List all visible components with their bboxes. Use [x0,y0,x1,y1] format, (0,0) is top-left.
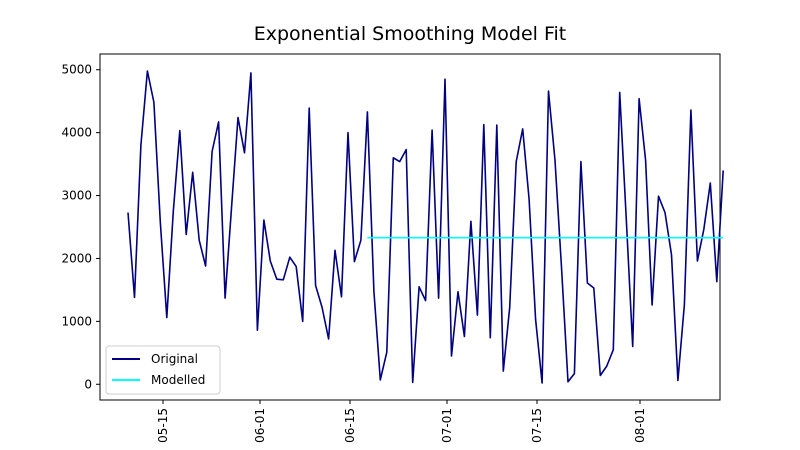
x-tick-label: 08-01 [633,408,647,443]
legend-label-original: Original [151,352,198,366]
y-tick-label: 1000 [61,314,92,328]
x-axis: 05-15 06-01 06-15 07-01 07-15 08-01 [156,400,647,443]
y-axis: 0 1000 2000 3000 4000 5000 [61,63,100,391]
legend: Original Modelled [105,345,221,395]
y-tick-label: 5000 [61,63,92,77]
y-tick-label: 2000 [61,251,92,265]
x-tick-label: 06-15 [343,408,357,443]
x-tick-label: 06-01 [253,408,267,443]
chart-title: Exponential Smoothing Model Fit [254,23,567,45]
y-tick-label: 4000 [61,126,92,140]
x-tick-label: 07-01 [440,408,454,443]
x-tick-label: 07-15 [530,408,544,443]
y-tick-label: 0 [84,377,92,391]
x-tick-label: 05-15 [156,408,170,443]
y-tick-label: 3000 [61,189,92,203]
series-layer [127,70,724,384]
legend-label-modelled: Modelled [151,373,205,387]
series-line-original [127,70,724,384]
